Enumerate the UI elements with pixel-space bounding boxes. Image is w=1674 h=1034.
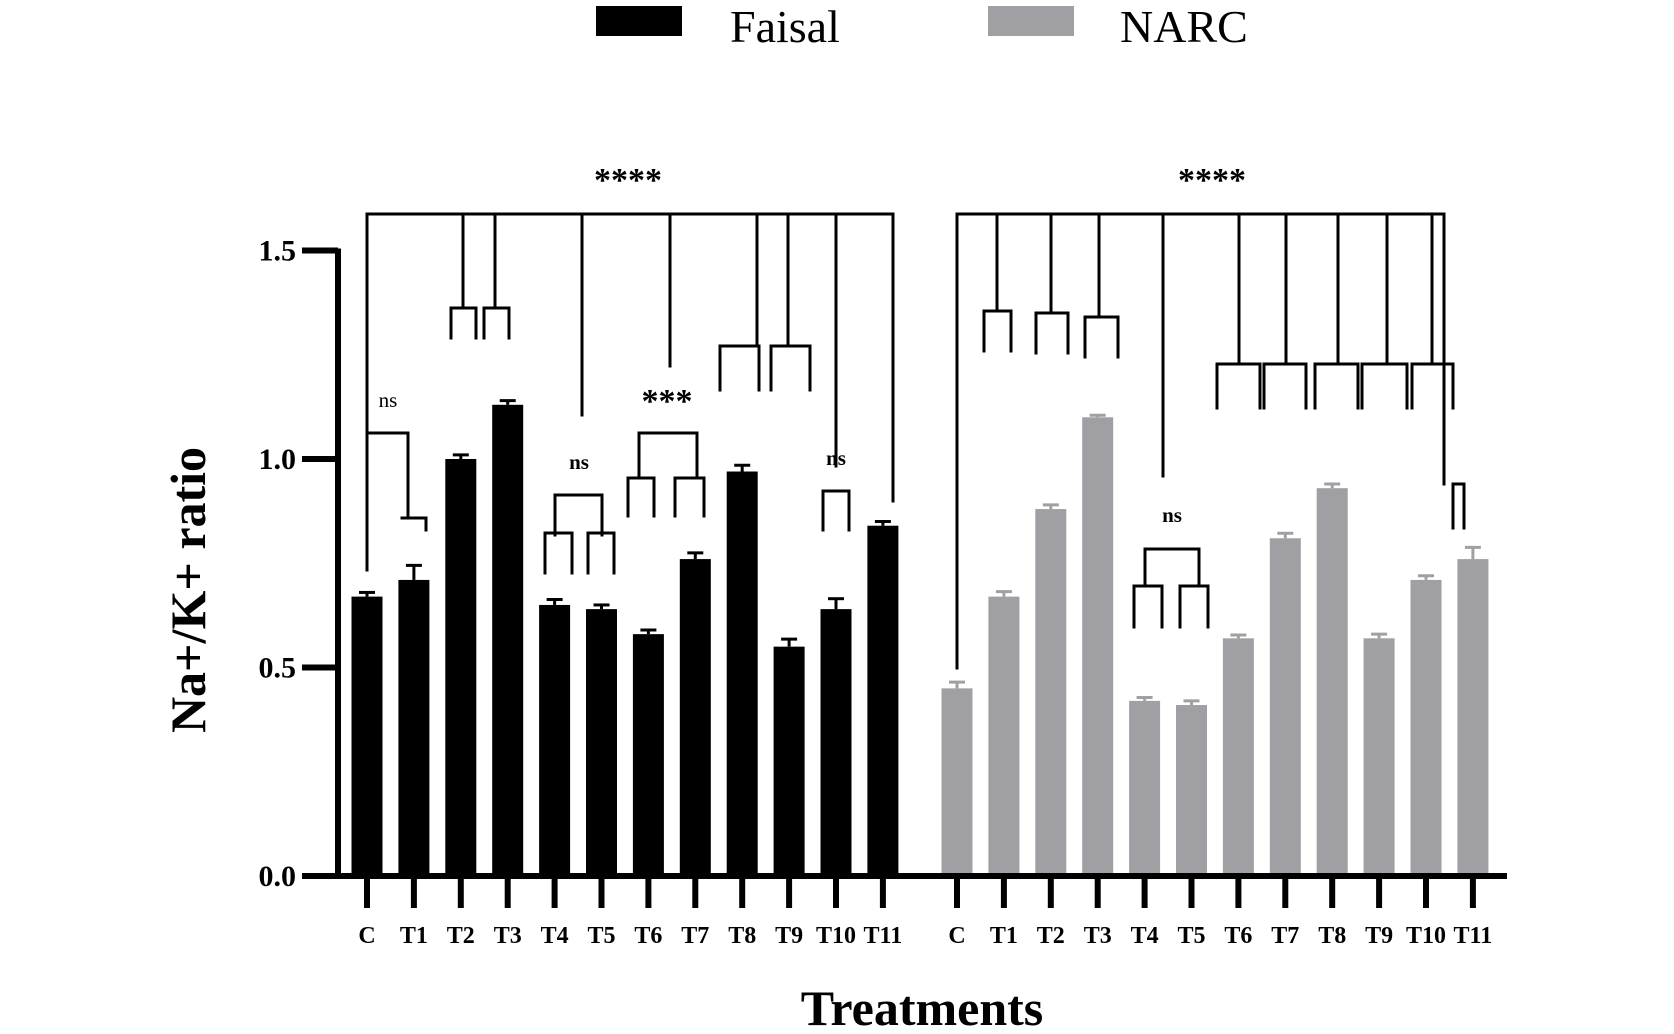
x-tick-label-narc-t2: T2	[1037, 923, 1065, 949]
x-tick-label-faisal-t1: T1	[400, 923, 428, 949]
x-tick-label-narc-t4: T4	[1131, 923, 1159, 949]
legend-label-narc: NARC	[1120, 1, 1248, 52]
bar-narc-t11	[1457, 559, 1489, 876]
significance-labels: **** **** ns ns *** ns ns	[379, 162, 1246, 527]
bar-narc-t10	[1410, 579, 1442, 876]
x-tick-label-narc-t6: T6	[1224, 923, 1252, 949]
x-tick-label-faisal-t4: T4	[541, 923, 569, 949]
bar-narc-t5	[1176, 705, 1207, 876]
bar-narc-t6	[1222, 638, 1254, 876]
x-tick-label-narc-t3: T3	[1084, 923, 1112, 949]
legend-swatch-faisal	[596, 6, 682, 36]
x-tick-label-narc-c: C	[948, 923, 965, 949]
y-tick-label-0: 0.0	[259, 860, 297, 893]
bars	[351, 404, 1489, 876]
y-tick-label-2: 1.0	[259, 443, 297, 476]
bar-narc-t1	[988, 596, 1020, 876]
bar-narc-t4	[1129, 700, 1161, 876]
bar-faisal-t2	[445, 459, 477, 876]
x-tick-label-faisal-t11: T11	[864, 923, 903, 949]
bar-faisal-t7	[679, 559, 711, 876]
bar-faisal-c	[351, 596, 383, 876]
bar-faisal-t1	[398, 579, 430, 876]
bar-narc-t9	[1363, 638, 1395, 876]
x-tick-label-narc-t5: T5	[1177, 923, 1205, 949]
y-axis-title: Na+/K+ ratio	[160, 447, 216, 733]
x-tick-label-faisal-t3: T3	[494, 923, 522, 949]
bar-faisal-t8	[726, 471, 758, 876]
x-tick-label-faisal-t8: T8	[728, 923, 756, 949]
x-tick-label-faisal-t5: T5	[587, 923, 615, 949]
x-tick-label-faisal-t7: T7	[681, 923, 709, 949]
bar-faisal-t5	[586, 609, 617, 876]
x-tick-label-narc-t1: T1	[990, 923, 1018, 949]
bar-faisal-t9	[773, 646, 805, 876]
axes	[335, 248, 1507, 908]
x-tick-label-faisal-t10: T10	[816, 923, 856, 949]
significance-brackets	[365, 212, 1466, 670]
sig-narc-overall: ****	[1178, 162, 1246, 199]
x-tick-label-faisal-c: C	[358, 923, 375, 949]
x-tick-label-narc-t10: T10	[1406, 923, 1446, 949]
x-axis-title: Treatments	[801, 980, 1044, 1034]
bar-faisal-t4	[539, 604, 571, 876]
legend: Faisal NARC	[596, 1, 1248, 52]
sig-faisal-overall: ****	[594, 162, 662, 199]
sig-faisal-t4-t5: ns	[569, 450, 589, 474]
bar-faisal-t11	[867, 525, 899, 876]
x-tick-label-narc-t11: T11	[1454, 923, 1493, 949]
y-tick-label-3: 1.5	[259, 235, 297, 268]
bar-faisal-t6	[632, 634, 664, 876]
x-tick-label-narc-t7: T7	[1271, 923, 1299, 949]
x-tick-label-narc-t9: T9	[1365, 923, 1393, 949]
bar-narc-c	[941, 688, 973, 876]
sig-faisal-t10-t11: ns	[826, 446, 846, 470]
bar-narc-t8	[1316, 488, 1348, 876]
sig-faisal-t6-t7: ***	[642, 383, 693, 420]
legend-swatch-narc	[988, 6, 1074, 36]
bar-narc-t2	[1035, 509, 1067, 876]
sig-faisal-c-t1: ns	[379, 388, 398, 412]
bar-faisal-t10	[820, 609, 852, 876]
bar-faisal-t3	[492, 404, 524, 876]
bar-narc-t3	[1082, 417, 1114, 876]
y-axis-ticks: 0.0 0.5 1.0 1.5	[259, 235, 338, 893]
x-tick-label-faisal-t2: T2	[447, 923, 475, 949]
y-tick-label-1: 0.5	[259, 652, 297, 685]
x-tick-label-faisal-t9: T9	[775, 923, 803, 949]
legend-label-faisal: Faisal	[730, 1, 840, 52]
bar-narc-t7	[1269, 538, 1301, 876]
x-tick-label-narc-t8: T8	[1318, 923, 1346, 949]
category-labels: C T1 T2 T3 T4 T5 T6 T7 T8 T9 T10 T11 C T1 T2 T3 T4 T5 T6 T7…	[358, 923, 1492, 949]
x-tick-label-faisal-t6: T6	[634, 923, 662, 949]
error-bars	[359, 399, 1481, 706]
sig-narc-t4-t5: ns	[1162, 503, 1182, 527]
